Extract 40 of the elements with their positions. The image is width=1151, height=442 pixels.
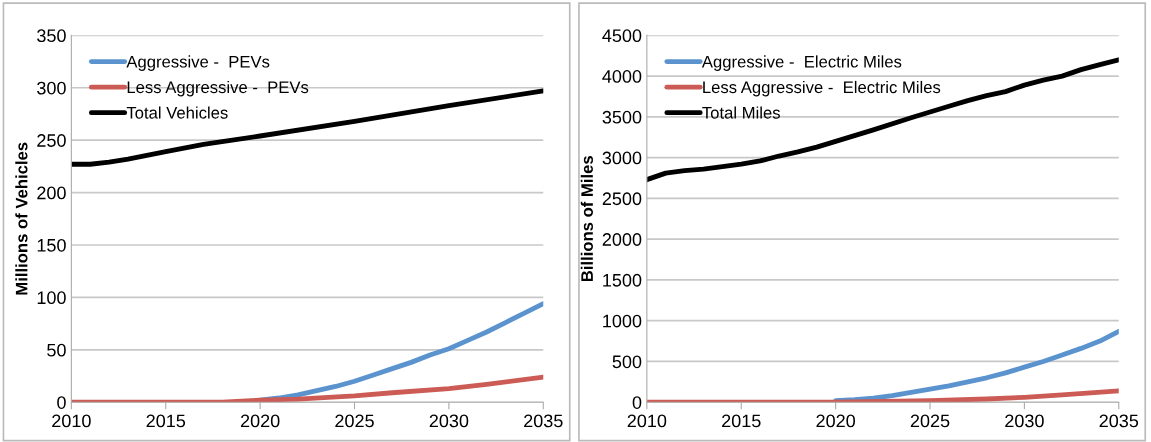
y-tick-label: 50: [47, 343, 66, 357]
legend-label: Total Miles: [702, 106, 780, 119]
y-tick-label: 350: [37, 29, 66, 43]
y-tick-label: 4000: [602, 70, 642, 83]
y-tick-label: 0: [57, 396, 66, 409]
y-tick-label: 0: [632, 396, 642, 409]
line-series: [646, 57, 1119, 183]
legend-label: Less Aggressive - PEVs: [127, 80, 309, 97]
y-tick-label: 150: [37, 238, 66, 252]
y-axis-title: Billions of Miles: [580, 156, 593, 282]
legend-label: Aggressive - Electric Miles: [701, 55, 902, 71]
y-tick-label: 3000: [602, 151, 642, 165]
line-series: [833, 328, 1119, 403]
y-tick-label: 3500: [602, 110, 642, 124]
x-tick-label: 2010: [52, 414, 91, 428]
y-tick-label: 500: [612, 355, 642, 369]
x-tick-label: 2015: [722, 414, 761, 428]
y-tick-label: 250: [37, 134, 66, 147]
x-tick-label: 2035: [524, 414, 563, 428]
legend-label: Less Aggressive - Electric Miles: [703, 80, 941, 97]
x-tick-label: 2030: [1005, 414, 1044, 428]
x-tick-label: 2025: [335, 414, 374, 428]
x-tick-label: 2030: [429, 414, 469, 428]
y-tick-label: 2500: [602, 192, 642, 206]
y-axis-title: Millions of Vehicles: [15, 142, 28, 295]
x-tick-label: 2025: [910, 414, 950, 428]
y-tick-label: 300: [37, 81, 66, 95]
x-tick-label: 2035: [1099, 414, 1139, 428]
y-tick-label: 200: [37, 186, 66, 200]
legend-label: Total Vehicles: [126, 106, 228, 119]
x-tick-label: 2020: [816, 414, 856, 428]
x-tick-label: 2020: [240, 414, 280, 428]
y-tick-label: 1500: [603, 273, 642, 287]
y-tick-label: 2000: [602, 233, 642, 246]
y-tick-label: 4500: [602, 29, 642, 43]
x-tick-label: 2010: [627, 414, 667, 428]
x-tick-label: 2015: [146, 414, 186, 428]
y-tick-label: 100: [37, 291, 66, 305]
y-tick-label: 1000: [603, 314, 642, 328]
legend-label: Aggressive - PEVs: [126, 55, 270, 71]
